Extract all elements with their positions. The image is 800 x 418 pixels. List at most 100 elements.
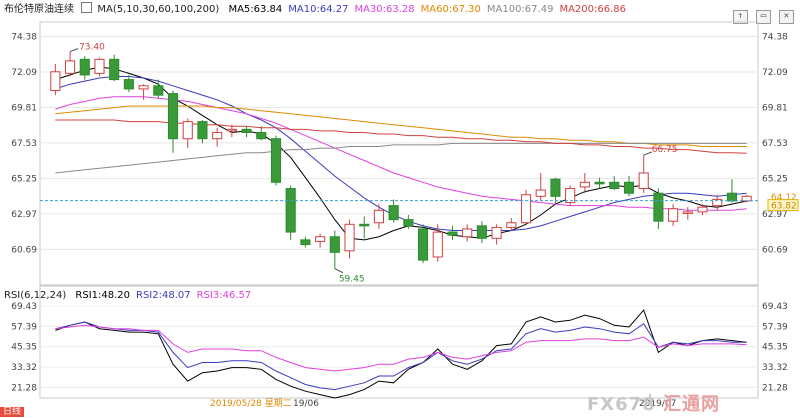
candle-body bbox=[359, 223, 370, 227]
candle-body bbox=[167, 93, 179, 140]
candle bbox=[123, 74, 134, 93]
rsi-tick-label-left: 57.39 bbox=[11, 322, 37, 332]
candle bbox=[432, 224, 443, 262]
candle bbox=[462, 224, 473, 242]
rsi-panel-border bbox=[39, 285, 759, 399]
candle-body bbox=[212, 131, 223, 140]
ma-value-1: MA10:64.27 bbox=[288, 4, 349, 15]
y-tick-label-right: 69.81 bbox=[762, 103, 788, 113]
candle-body bbox=[270, 138, 282, 183]
candle-body bbox=[109, 58, 120, 81]
candle bbox=[506, 218, 517, 231]
candle-body bbox=[550, 178, 561, 197]
candle bbox=[50, 64, 61, 96]
ma-params[interactable]: MA(5,10,30,60,100,200) bbox=[97, 4, 220, 15]
candle bbox=[741, 194, 752, 203]
rsi-params[interactable]: RSI(6,12,24) bbox=[4, 290, 67, 301]
candle bbox=[65, 51, 76, 77]
rsi-tick-label-left: 69.43 bbox=[11, 302, 37, 312]
candle-body bbox=[697, 206, 708, 213]
candle-body bbox=[462, 228, 473, 238]
candle-body bbox=[668, 208, 679, 222]
rsi-value-1: RSI2:48.07 bbox=[136, 290, 191, 301]
close-icon[interactable]: ✕ bbox=[779, 10, 794, 24]
logo-accent: 汇通网 bbox=[663, 394, 720, 415]
rsi-tick-label-right: 57.39 bbox=[762, 322, 788, 332]
candle-body bbox=[682, 211, 693, 214]
candle-body bbox=[285, 188, 296, 233]
rsi-tick-label-right: 21.28 bbox=[762, 383, 788, 393]
rsi-header: RSI(6,12,24) RSI1:48.20 RSI2:48.07 RSI3:46… bbox=[0, 288, 800, 304]
date-label-left: 2019/05/28 星期二 bbox=[210, 398, 292, 409]
ma-line-ma30 bbox=[55, 96, 747, 211]
y-tick-label-left: 72.09 bbox=[11, 68, 37, 78]
candle bbox=[79, 56, 90, 80]
period-tag[interactable]: 日线 bbox=[0, 406, 40, 418]
candle bbox=[403, 214, 414, 229]
candle bbox=[565, 185, 576, 206]
candle-body bbox=[609, 181, 620, 190]
candle-body bbox=[491, 226, 502, 239]
price-panel-border bbox=[39, 21, 759, 286]
current-price-label: 64.12 bbox=[771, 193, 797, 203]
rsi-tick-label-right: 69.43 bbox=[762, 302, 788, 312]
candle-body bbox=[403, 219, 414, 227]
candle bbox=[167, 90, 179, 153]
recent-high-label: 66.75 bbox=[652, 145, 678, 155]
ma-line-ma100 bbox=[55, 142, 747, 174]
ma-value-4: MA100:67.49 bbox=[486, 4, 554, 15]
ma-values: MA5:63.84 MA10:64.27 MA30:63.28 MA60:67.30 M… bbox=[222, 0, 626, 20]
instrument-name: 布伦特原油连续 bbox=[4, 4, 74, 15]
candle bbox=[476, 221, 487, 243]
candle-body bbox=[418, 228, 429, 261]
candle-body bbox=[329, 236, 340, 253]
restore-icon[interactable]: ▭ bbox=[755, 10, 771, 24]
candle-body bbox=[226, 128, 237, 132]
y-tick-label-left: 74.38 bbox=[11, 32, 37, 42]
candle-body bbox=[123, 79, 134, 90]
rsi-value-2: RSI3:46.57 bbox=[196, 290, 252, 301]
candle bbox=[520, 190, 532, 225]
ma-line-ma200 bbox=[55, 119, 747, 154]
high-label: 73.40 bbox=[79, 43, 105, 53]
rsi-line-rsi2 bbox=[55, 321, 747, 391]
candle bbox=[94, 57, 105, 77]
candle-body bbox=[594, 181, 605, 185]
candle-body bbox=[565, 188, 576, 204]
candle-body bbox=[726, 192, 737, 202]
rsi-lines bbox=[55, 309, 747, 399]
candle bbox=[226, 124, 237, 138]
candle bbox=[329, 230, 340, 269]
y-tick-label-right: 74.38 bbox=[762, 32, 788, 42]
candle bbox=[418, 224, 429, 264]
candle-body bbox=[623, 181, 635, 194]
candle bbox=[594, 177, 605, 189]
y-tick-label-right: 60.69 bbox=[762, 245, 788, 255]
ma-value-5: MA200:66.86 bbox=[559, 4, 626, 15]
candle bbox=[447, 225, 458, 240]
ma-value-3: MA60:67.30 bbox=[420, 4, 481, 15]
candle-body bbox=[535, 189, 546, 197]
maximize-icon[interactable]: ↑ bbox=[732, 10, 748, 24]
y-tick-label-left: 67.53 bbox=[11, 139, 37, 149]
y-tick-label-right: 62.97 bbox=[762, 210, 788, 220]
rsi-value-0: RSI1:48.20 bbox=[75, 290, 131, 301]
candle bbox=[270, 135, 282, 186]
rsi-tick-label-left: 21.28 bbox=[11, 383, 37, 393]
rsi-tick-label-right: 45.35 bbox=[762, 343, 788, 353]
date-label-mid: 19/06 bbox=[293, 399, 319, 409]
candle-body bbox=[50, 71, 61, 91]
candle bbox=[668, 204, 679, 226]
candle bbox=[197, 120, 208, 144]
ma-settings-icon[interactable] bbox=[81, 2, 93, 13]
candle bbox=[285, 185, 296, 240]
ma-value-0: MA5:63.84 bbox=[228, 4, 283, 15]
candle bbox=[697, 204, 708, 215]
candle bbox=[535, 172, 546, 201]
price-header: 布伦特原油连续 MA(5,10,30,60,100,200) MA5:63.84… bbox=[0, 0, 800, 20]
candle bbox=[315, 233, 326, 248]
brand-logo: FX678 汇通网 bbox=[587, 390, 720, 416]
candle bbox=[682, 207, 693, 220]
